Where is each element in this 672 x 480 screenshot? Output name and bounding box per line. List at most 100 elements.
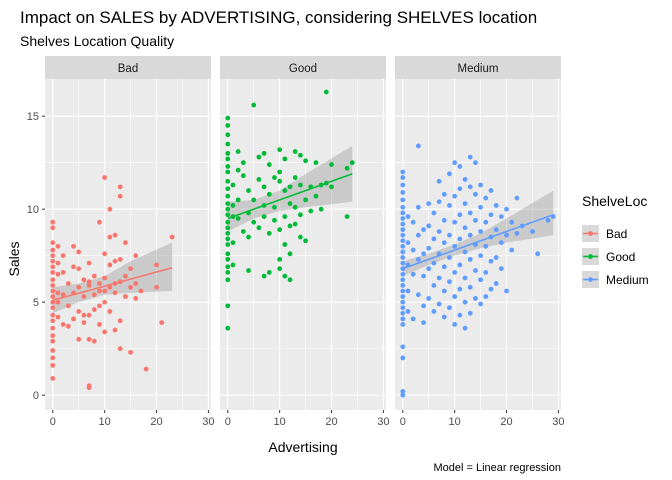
data-point bbox=[230, 262, 236, 268]
data-point bbox=[123, 240, 128, 246]
data-point bbox=[81, 277, 87, 283]
data-point bbox=[447, 255, 452, 260]
data-point bbox=[50, 240, 56, 246]
data-point bbox=[436, 178, 442, 184]
data-point bbox=[230, 203, 236, 208]
data-point bbox=[447, 203, 452, 208]
data-point bbox=[256, 225, 262, 231]
data-point bbox=[235, 167, 241, 173]
data-point bbox=[277, 227, 283, 233]
data-point bbox=[415, 256, 421, 262]
data-point bbox=[76, 249, 82, 255]
facet-panel-good: Good 0 10 20 30 bbox=[220, 56, 390, 428]
data-point bbox=[107, 206, 113, 212]
data-point bbox=[452, 160, 458, 166]
data-point bbox=[410, 316, 416, 322]
y-axis-title: Sales bbox=[6, 241, 22, 276]
data-point bbox=[421, 320, 426, 326]
data-point bbox=[50, 219, 56, 225]
data-point bbox=[405, 240, 411, 246]
data-point bbox=[225, 186, 231, 192]
data-point bbox=[107, 234, 113, 240]
data-point bbox=[225, 242, 231, 247]
data-point bbox=[50, 253, 56, 259]
data-point bbox=[400, 310, 406, 316]
data-point bbox=[545, 217, 551, 223]
data-point bbox=[287, 223, 293, 229]
data-point bbox=[400, 210, 406, 216]
data-point bbox=[225, 230, 231, 236]
data-point bbox=[400, 322, 406, 327]
data-point bbox=[400, 389, 406, 394]
data-point bbox=[415, 232, 421, 238]
data-point bbox=[400, 221, 406, 227]
data-point bbox=[225, 236, 231, 242]
data-point bbox=[225, 141, 231, 147]
data-point bbox=[230, 182, 236, 188]
data-point bbox=[400, 243, 406, 249]
data-point bbox=[452, 243, 458, 249]
facet-panels: Bad 0 10 20 30 Good 0 10 20 30 Medium 0 10 20 30 bbox=[45, 56, 565, 428]
data-point bbox=[504, 232, 509, 238]
data-point bbox=[488, 188, 494, 193]
legend-title: ShelveLoc bbox=[582, 193, 647, 209]
data-point bbox=[400, 204, 406, 210]
data-point bbox=[410, 247, 416, 253]
data-point bbox=[308, 208, 314, 214]
data-point bbox=[292, 175, 298, 180]
data-point bbox=[225, 132, 231, 138]
data-point bbox=[303, 238, 308, 244]
data-point bbox=[235, 197, 241, 203]
data-point bbox=[441, 264, 447, 270]
data-point bbox=[447, 279, 452, 285]
data-point bbox=[154, 262, 159, 268]
data-point bbox=[225, 150, 231, 156]
data-point bbox=[91, 292, 97, 298]
data-point bbox=[303, 197, 308, 203]
x-tick-label: 30 bbox=[377, 416, 389, 428]
data-point bbox=[462, 325, 468, 331]
data-point bbox=[246, 234, 251, 240]
data-point bbox=[97, 288, 102, 294]
data-point bbox=[86, 260, 92, 266]
data-point bbox=[107, 262, 113, 268]
data-point bbox=[447, 171, 452, 177]
data-point bbox=[426, 245, 432, 251]
data-point bbox=[400, 305, 406, 311]
chart-title: Impact on SALES by ADVERTISING, consider… bbox=[20, 8, 537, 27]
data-point bbox=[493, 203, 499, 208]
data-point bbox=[55, 290, 61, 296]
data-point bbox=[457, 186, 463, 192]
data-point bbox=[431, 283, 437, 288]
data-point bbox=[488, 286, 494, 292]
data-point bbox=[462, 201, 468, 206]
data-point bbox=[405, 288, 411, 294]
facet-strip-label: Good bbox=[289, 63, 317, 75]
data-point bbox=[282, 242, 288, 247]
data-point bbox=[298, 234, 303, 240]
data-point bbox=[400, 175, 406, 180]
data-point bbox=[50, 288, 56, 294]
data-point bbox=[400, 216, 406, 221]
data-point bbox=[112, 290, 118, 296]
data-point bbox=[400, 299, 406, 305]
data-point bbox=[225, 206, 231, 212]
data-point bbox=[509, 247, 515, 253]
data-point bbox=[261, 273, 267, 279]
y-tick-label: 0 bbox=[33, 390, 39, 402]
legend-item-bad: Bad bbox=[582, 225, 627, 242]
data-point bbox=[478, 301, 483, 307]
data-point bbox=[530, 229, 535, 234]
data-point bbox=[112, 327, 118, 333]
data-point bbox=[478, 229, 483, 234]
data-point bbox=[488, 212, 494, 218]
data-point bbox=[86, 336, 92, 342]
data-point bbox=[65, 303, 71, 309]
data-point bbox=[400, 277, 406, 283]
regression-line bbox=[52, 267, 173, 302]
data-point bbox=[76, 336, 82, 342]
legend: ShelveLoc Bad Good Medium bbox=[582, 193, 649, 288]
data-point bbox=[102, 288, 108, 294]
data-point bbox=[272, 217, 277, 223]
data-point bbox=[123, 294, 128, 299]
